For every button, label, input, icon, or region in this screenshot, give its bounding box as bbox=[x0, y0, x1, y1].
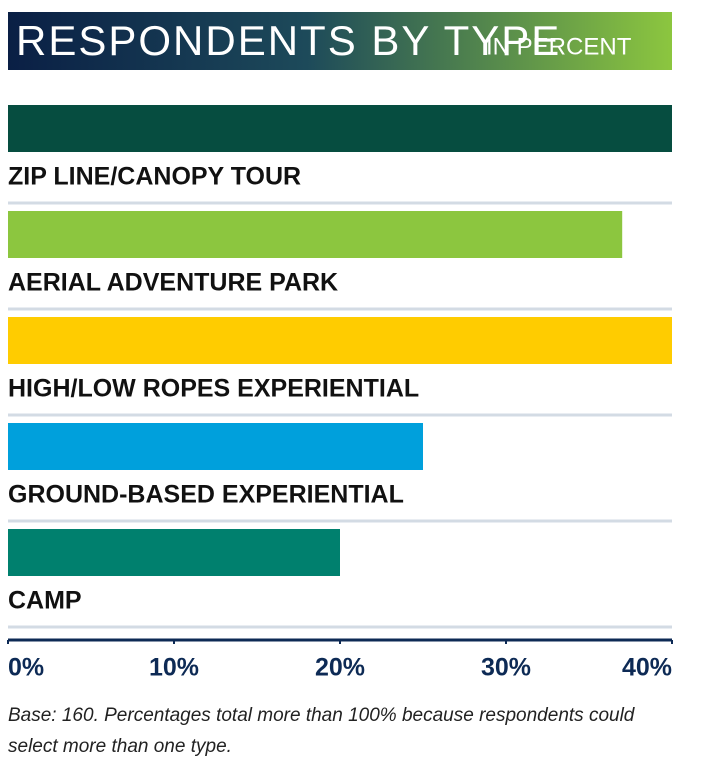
category-label: ZIP LINE/CANOPY TOUR bbox=[8, 163, 301, 191]
x-tick-label: 30% bbox=[481, 654, 531, 682]
chart-subtitle: IN PERCENT bbox=[486, 33, 632, 60]
bar bbox=[8, 529, 340, 576]
x-tick-label: 40% bbox=[622, 654, 672, 682]
footnote: Base: 160. Percentages total more than 1… bbox=[8, 705, 635, 757]
x-tick-label: 0% bbox=[8, 654, 44, 682]
x-tick-label: 10% bbox=[149, 654, 199, 682]
bar bbox=[8, 423, 423, 470]
bar bbox=[8, 317, 672, 364]
title-banner bbox=[8, 12, 672, 70]
chart: RESPONDENTS BY TYPE IN PERCENT ZIP LINE/… bbox=[7, 12, 673, 682]
category-label: GROUND-BASED EXPERIENTIAL bbox=[8, 481, 404, 509]
category-label: AERIAL ADVENTURE PARK bbox=[8, 269, 338, 297]
category-label: CAMP bbox=[8, 587, 82, 615]
chart-title: RESPONDENTS BY TYPE bbox=[16, 17, 561, 64]
bar bbox=[8, 211, 623, 258]
category-label: HIGH/LOW ROPES EXPERIENTIAL bbox=[8, 375, 419, 403]
x-tick-label: 20% bbox=[315, 654, 365, 682]
bar bbox=[8, 105, 672, 152]
